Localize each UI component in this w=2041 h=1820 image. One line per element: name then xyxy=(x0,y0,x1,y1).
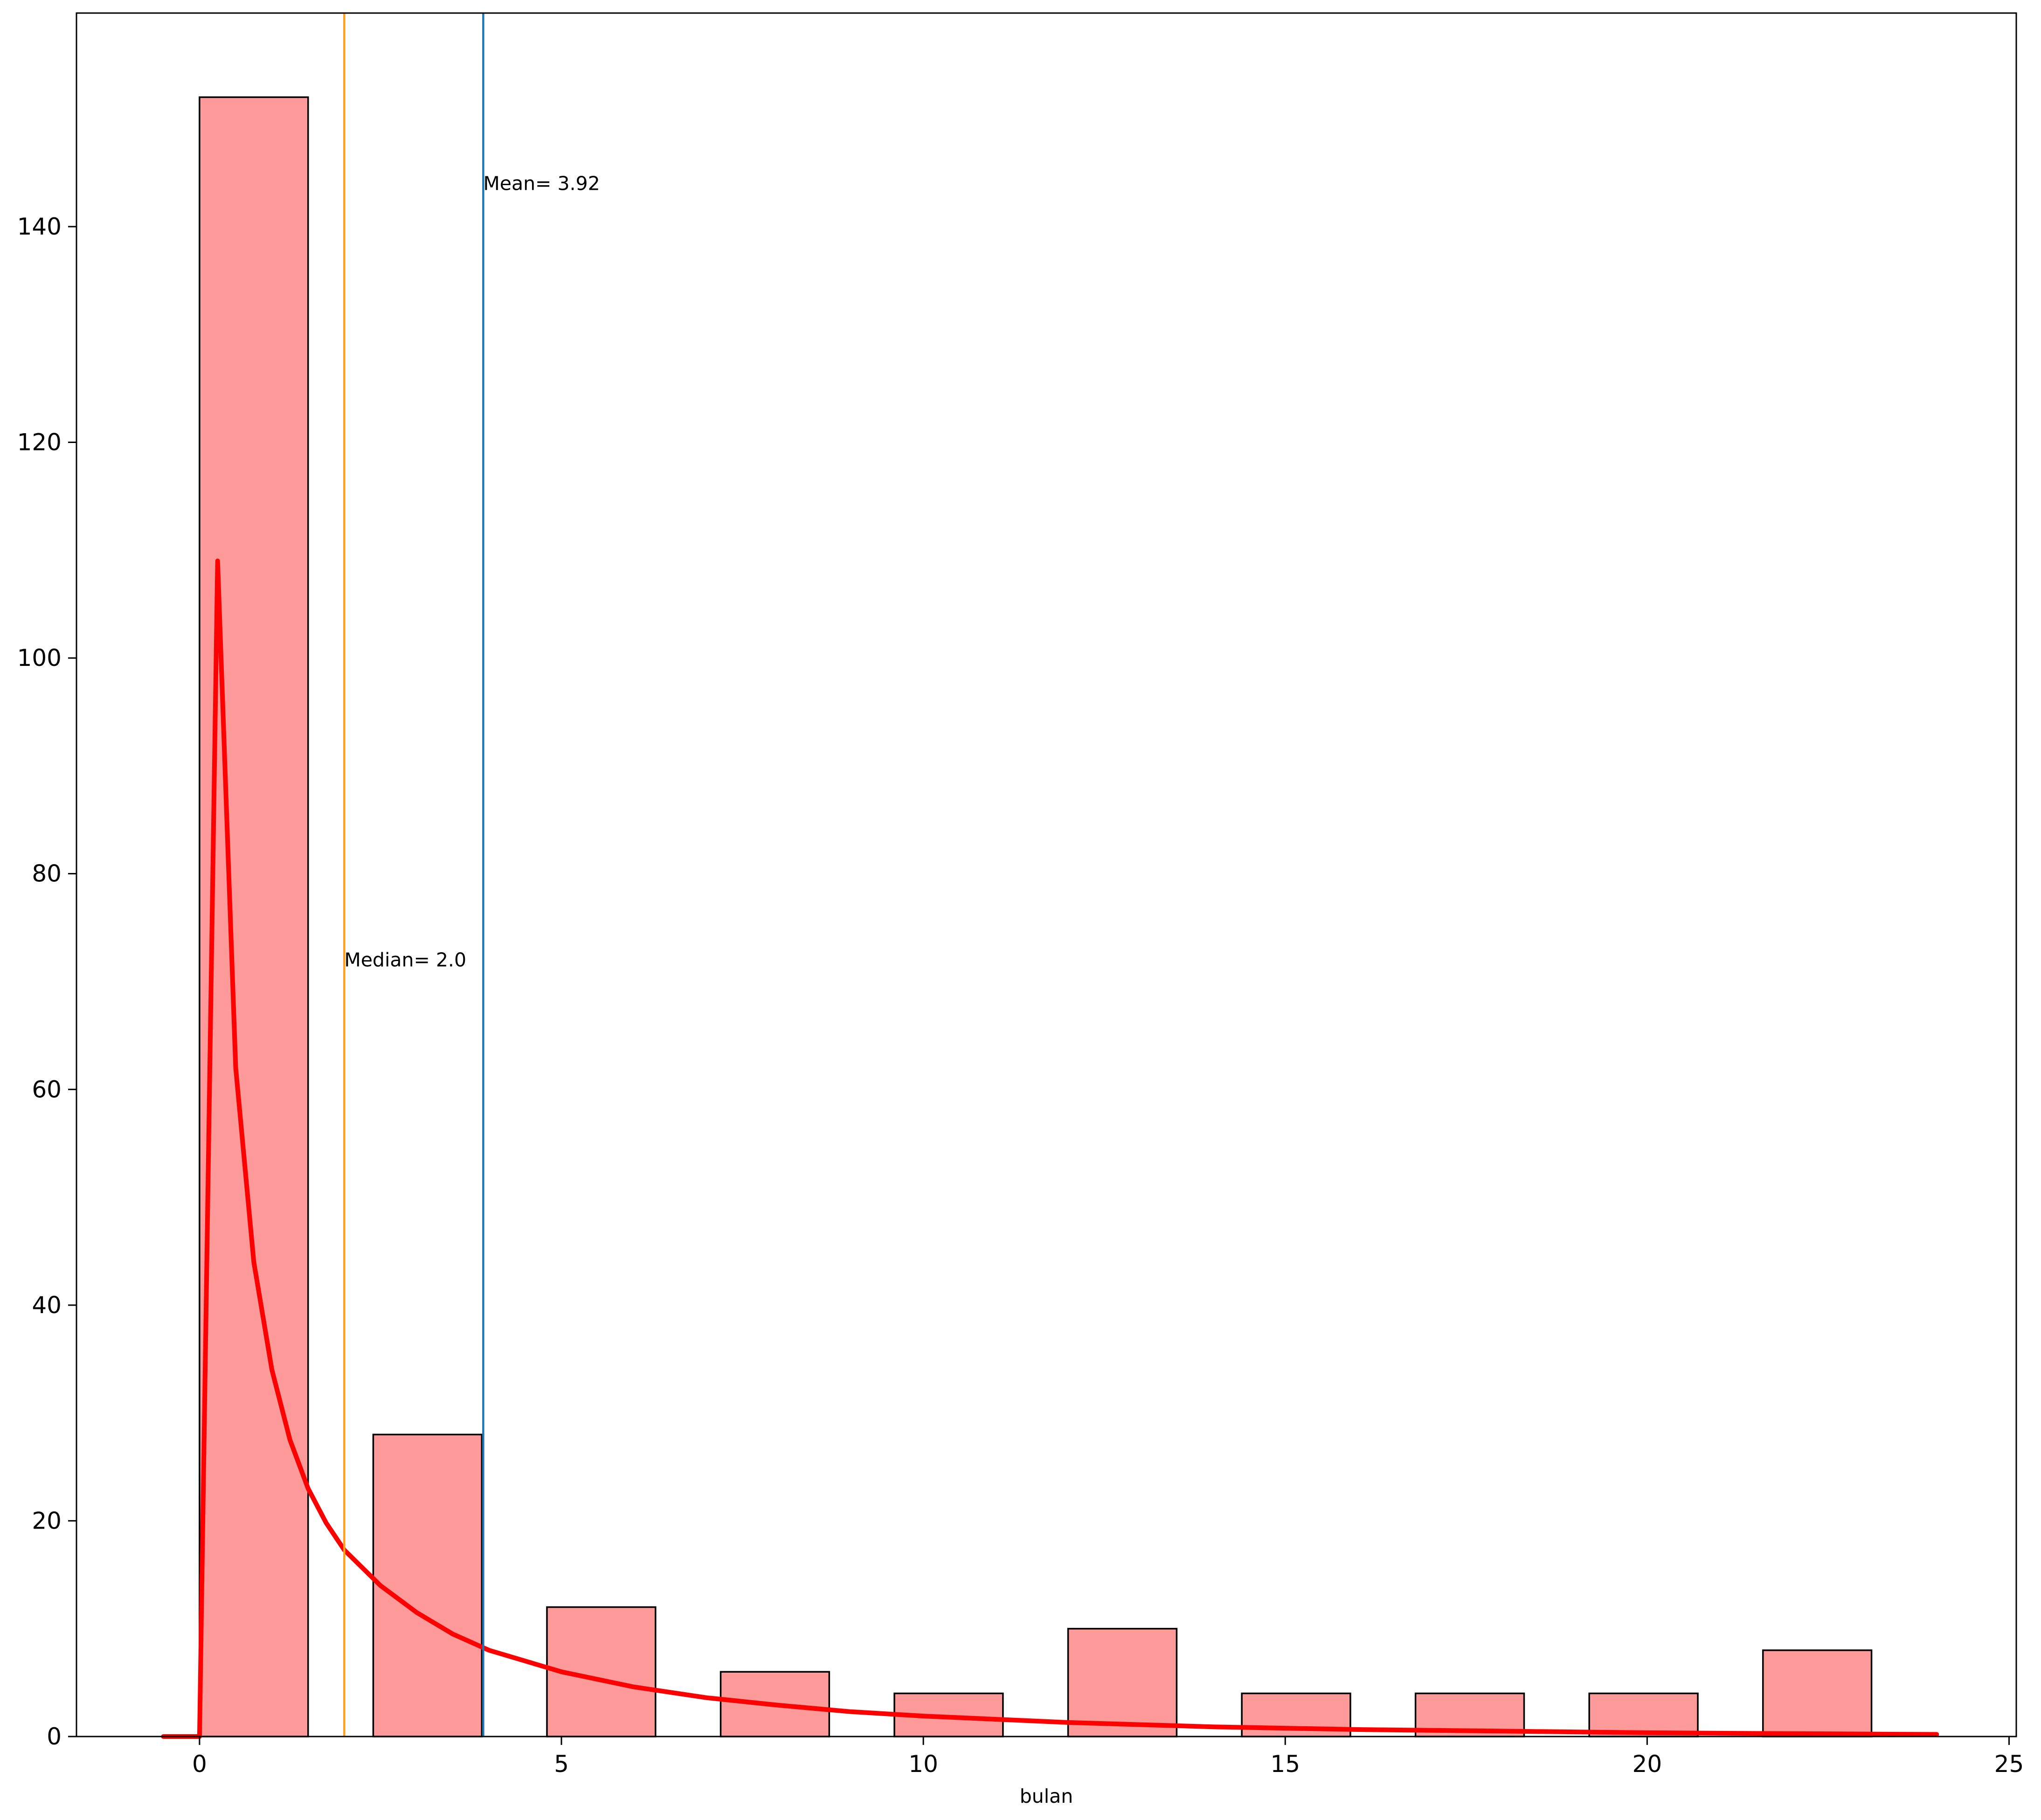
y-tick-label-1: 20 xyxy=(32,1507,62,1534)
y-tick-label-6: 120 xyxy=(17,429,62,456)
reference-lines-layer: Median= 2.0 Mean= 3.92 xyxy=(343,13,600,1737)
x-tick-label-5: 25 xyxy=(1994,1751,2024,1778)
x-tick-label-0: 0 xyxy=(192,1751,207,1778)
x-tick-label-1: 5 xyxy=(554,1751,569,1778)
y-axis: 0 20 40 60 80 100 120 140 xyxy=(17,213,76,1750)
histogram-bar-1 xyxy=(372,1433,483,1737)
y-tick-label-5: 100 xyxy=(17,644,62,671)
bars-layer xyxy=(199,96,1873,1737)
y-tick-label-3: 60 xyxy=(32,1076,62,1103)
y-tick-label-7: 140 xyxy=(17,213,62,240)
density-curve xyxy=(161,558,1939,1739)
plot-frame xyxy=(76,12,2017,1737)
histogram-bar-8 xyxy=(1588,1692,1699,1737)
y-tick-label-4: 80 xyxy=(32,860,62,887)
histogram-bar-5 xyxy=(1067,1627,1178,1737)
x-tick-label-2: 10 xyxy=(908,1751,938,1778)
x-tick-label-4: 20 xyxy=(1633,1751,1662,1778)
y-tick-label-0: 0 xyxy=(47,1723,62,1750)
x-tick-label-3: 15 xyxy=(1270,1751,1300,1778)
x-axis: 0 5 10 15 20 25 xyxy=(192,1737,2024,1778)
reference-line-label-1: Mean= 3.92 xyxy=(483,172,600,194)
x-axis-label: bulan xyxy=(1020,1785,1073,1807)
reference-line-label-0: Median= 2.0 xyxy=(344,949,466,971)
curve-layer xyxy=(161,558,1939,1739)
y-tick-label-2: 40 xyxy=(32,1292,62,1319)
histogram-bar-0 xyxy=(199,96,309,1737)
histogram-bar-9 xyxy=(1762,1649,1873,1737)
